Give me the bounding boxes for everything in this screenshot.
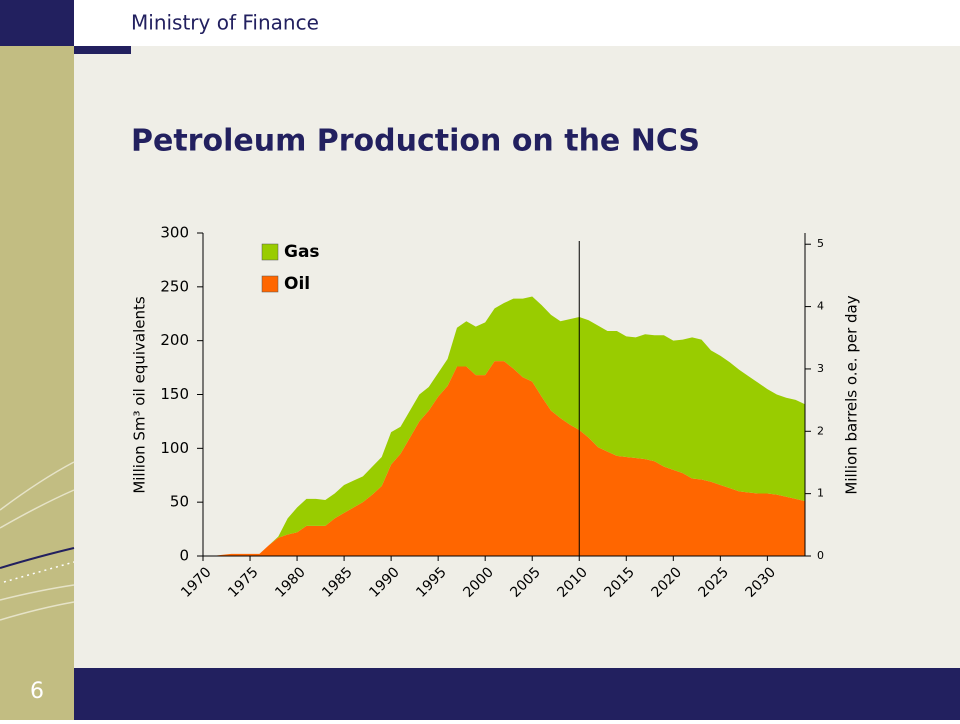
legend-label: Gas [284,242,320,262]
decor-lines [0,461,75,621]
y2-axis-label: Million barrels o.e. per day [843,295,861,494]
decor-dots [3,561,75,583]
top-bar [74,0,960,46]
y2-tick-label: 2 [817,424,824,437]
legend-label: Oil [284,274,310,294]
y-tick-label: 100 [160,439,189,457]
y2-tick-label: 1 [817,487,824,500]
organization: Ministry of Finance [131,11,319,35]
area-oil [212,361,805,556]
corner-block [0,0,74,46]
page-number: 6 [30,679,44,704]
y-tick-label: 200 [160,331,189,349]
decor-line [0,547,75,569]
slide-title: Petroleum Production on the NCS [131,124,700,159]
y2-tick-label: 3 [817,362,824,375]
legend-swatch [261,243,279,261]
y-tick-label: 250 [160,277,189,295]
y2-tick-label: 5 [817,237,824,250]
y-axis-label: Million Sm³ oil equivalents [131,296,149,494]
header-accent [74,46,131,54]
left-strip [0,0,74,720]
y-tick-label: 0 [179,547,189,565]
area-gas [212,296,805,556]
y-tick-label: 150 [160,385,189,403]
y2-tick-label: 0 [817,549,824,562]
y-tick-label: 300 [160,224,189,242]
legend-swatch [261,275,279,293]
y-tick-label: 50 [170,493,189,511]
y2-tick-label: 4 [817,300,824,313]
bottom-bar [74,668,960,720]
